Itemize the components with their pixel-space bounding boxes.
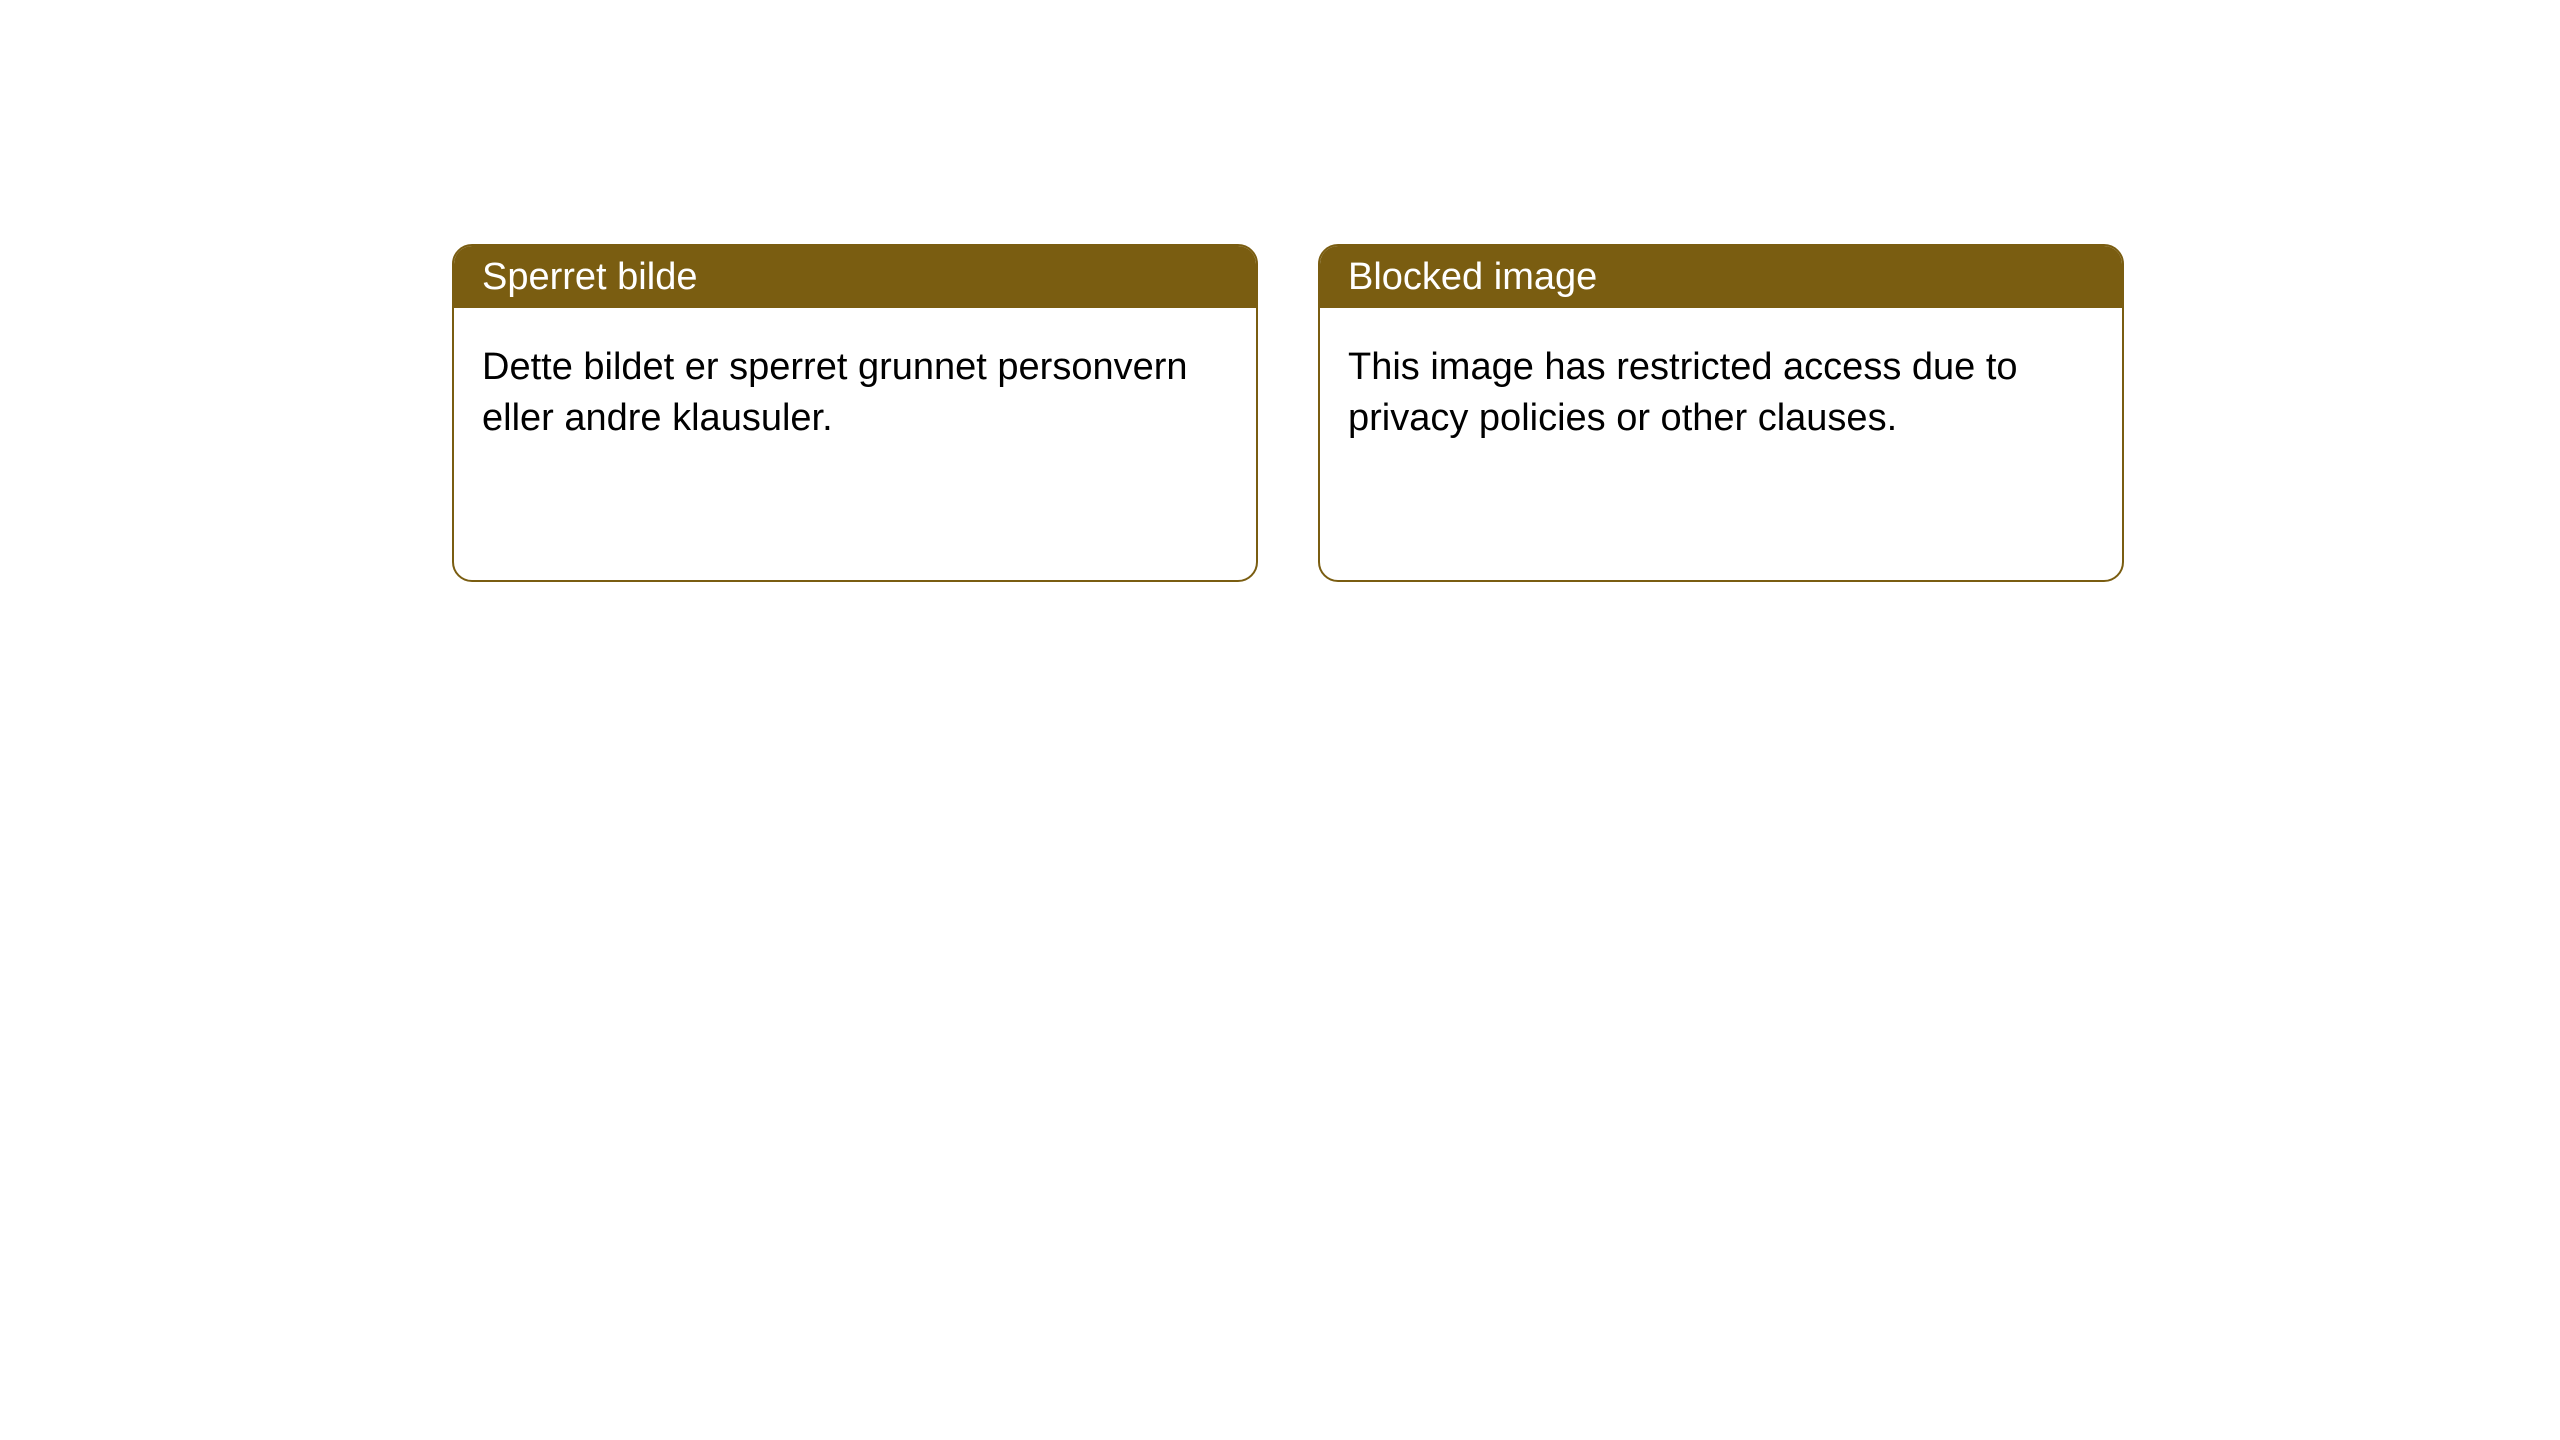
- card-header: Blocked image: [1320, 246, 2122, 308]
- card-body-text: Dette bildet er sperret grunnet personve…: [482, 346, 1188, 439]
- card-body: This image has restricted access due to …: [1320, 308, 2122, 479]
- notice-container: Sperret bilde Dette bildet er sperret gr…: [0, 0, 2560, 582]
- notice-card-english: Blocked image This image has restricted …: [1318, 244, 2124, 582]
- card-title: Sperret bilde: [482, 256, 697, 299]
- card-title: Blocked image: [1348, 256, 1597, 299]
- notice-card-norwegian: Sperret bilde Dette bildet er sperret gr…: [452, 244, 1258, 582]
- card-body-text: This image has restricted access due to …: [1348, 346, 2018, 439]
- card-body: Dette bildet er sperret grunnet personve…: [454, 308, 1256, 479]
- card-header: Sperret bilde: [454, 246, 1256, 308]
